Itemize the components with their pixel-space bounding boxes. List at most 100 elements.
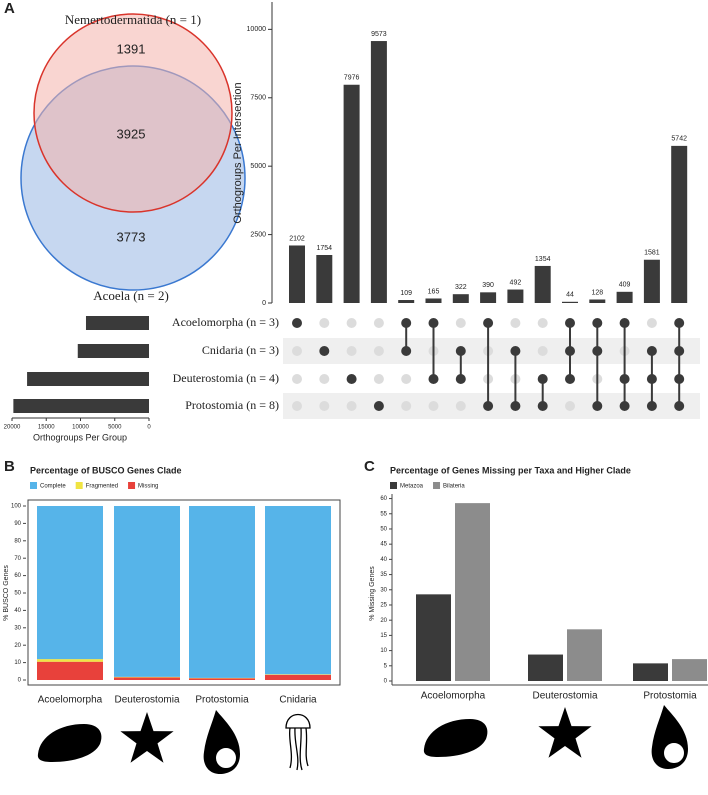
matrix-dot (674, 346, 685, 356)
set-bar (77, 344, 149, 358)
set-label: Deuterostomia (n = 4) (173, 371, 279, 385)
bar (455, 503, 490, 681)
matrix-dot (646, 401, 657, 411)
y-axis-label: Orthogroups Per Intersection (232, 82, 244, 223)
set-label: Nemertodermatida (n = 1) (65, 12, 201, 27)
matrix-dot (674, 318, 685, 328)
matrix-dot (592, 401, 603, 411)
bar (589, 299, 606, 303)
x-tick-label: 0 (147, 425, 151, 431)
value-label: 1354 (535, 256, 551, 263)
set-bar (85, 316, 149, 330)
value-label: 5742 (671, 136, 687, 143)
x-axis-label: Orthogroups Per Group (33, 432, 127, 442)
y-tick-label: 30 (380, 587, 387, 593)
matrix-dot-empty (537, 346, 548, 356)
matrix-dot-empty (646, 318, 657, 328)
y-tick-label: 0 (384, 679, 388, 685)
value-label: 492 (510, 279, 522, 286)
matrix-dot-empty (455, 401, 466, 411)
bar-segment (37, 659, 103, 662)
bar (567, 629, 602, 681)
bar (643, 259, 660, 303)
matrix-dot (592, 318, 603, 328)
y-tick-label: 0 (262, 300, 266, 307)
y-tick-label: 100 (11, 504, 22, 510)
set-bar (13, 399, 150, 413)
matrix-dot (319, 346, 330, 356)
matrix-dot-empty (565, 401, 575, 411)
matrix-dot (674, 374, 685, 384)
y-tick-label: 10000 (247, 26, 267, 33)
matrix-dot-empty (401, 374, 412, 384)
y-tick-label: 55 (380, 511, 387, 517)
y-axis-label: % Missing Genes (369, 566, 376, 621)
region-count: 3925 (117, 126, 146, 141)
y-tick-label: 80 (14, 538, 21, 544)
y-tick-label: 10 (380, 648, 387, 654)
matrix-dot-empty (346, 346, 357, 356)
set-bar (27, 372, 149, 386)
panel-label: B (4, 458, 15, 475)
legend-label: Bilateria (443, 484, 465, 490)
y-tick-label: 0 (18, 678, 22, 684)
y-tick-label: 40 (380, 557, 387, 563)
bar-segment (265, 674, 331, 680)
matrix-dot-empty (510, 318, 521, 328)
matrix-dot (510, 401, 521, 411)
legend-label: Metazoa (400, 484, 424, 490)
bar (633, 663, 668, 681)
y-tick-label: 20 (14, 643, 21, 649)
matrix-dot (565, 374, 575, 384)
matrix-dot-empty (455, 318, 466, 328)
bar (528, 654, 563, 681)
matrix-dot-empty (319, 401, 330, 411)
legend-swatch (30, 482, 37, 489)
matrix-dot (346, 374, 357, 384)
bar-segment (37, 661, 103, 680)
bar-segment (189, 506, 255, 678)
set-label: Cnidaria (n = 3) (202, 343, 279, 357)
value-label: 128 (591, 289, 603, 296)
bar-segment (265, 674, 331, 675)
value-label: 1754 (317, 245, 333, 252)
matrix-dot-empty (537, 318, 548, 328)
y-tick-label: 90 (14, 521, 21, 527)
value-label: 44 (566, 292, 574, 299)
bar-segment (265, 506, 331, 675)
bar (507, 289, 524, 303)
matrix-dot (592, 346, 603, 356)
matrix-dot (428, 374, 439, 384)
bar (480, 292, 497, 303)
legend-label: Fragmented (86, 484, 118, 490)
matrix-dot (373, 401, 384, 411)
x-tick-label: 10000 (72, 425, 89, 431)
matrix-dot (565, 346, 575, 356)
bar (616, 291, 633, 303)
matrix-dot (455, 374, 466, 384)
legend-swatch (128, 482, 136, 489)
value-label: 1581 (644, 250, 660, 257)
bar (316, 255, 333, 303)
bar (398, 300, 415, 303)
bar (562, 301, 578, 303)
x-tick-label: 5000 (108, 425, 122, 431)
region-count: 1391 (117, 41, 146, 56)
matrix-dot (401, 318, 412, 328)
matrix-dot-empty (292, 401, 302, 411)
legend-swatch (75, 482, 83, 489)
value-label: 322 (455, 284, 467, 291)
value-label: 165 (428, 288, 440, 295)
matrix-dot (510, 346, 521, 356)
matrix-dot-empty (401, 401, 412, 411)
matrix-dot (646, 346, 657, 356)
plot-frame (27, 499, 341, 686)
x-tick-label: Cnidaria (279, 695, 317, 706)
x-tick-label: 20000 (4, 425, 21, 431)
matrix-dot (428, 318, 439, 328)
y-tick-label: 2500 (250, 231, 266, 238)
bar (672, 659, 707, 681)
value-label: 109 (400, 290, 412, 297)
y-tick-label: 7500 (250, 95, 266, 102)
